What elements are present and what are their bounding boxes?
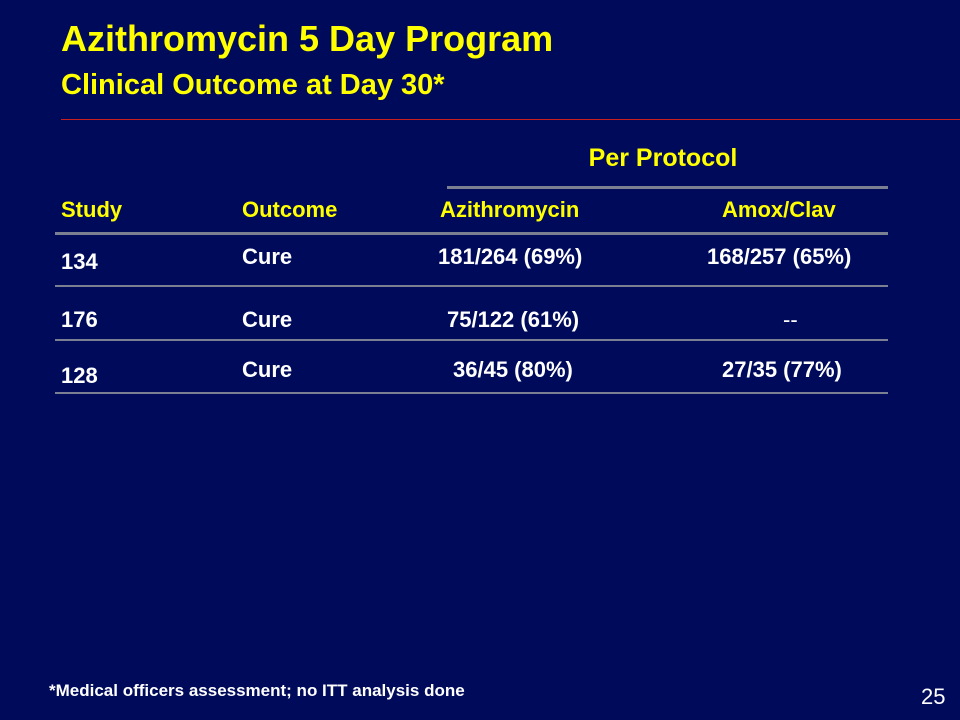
azithromycin-cell: 75/122 (61%) — [447, 307, 580, 332]
outcome-cell: Cure — [242, 307, 293, 332]
title-divider — [61, 119, 960, 120]
column-header-azithromycin: Azithromycin — [440, 197, 580, 222]
study-cell: 128 — [61, 363, 98, 388]
row-divider — [55, 392, 888, 394]
study-cell: 134 — [61, 249, 98, 274]
amox-clav-cell: -- — [783, 307, 798, 332]
azithromycin-cell: 36/45 (80%) — [453, 357, 573, 382]
column-header-outcome: Outcome — [242, 197, 338, 222]
amox-clav-cell: 27/35 (77%) — [722, 357, 842, 382]
page-number: 25 — [921, 684, 946, 709]
outcome-cell: Cure — [242, 357, 293, 382]
outcome-cell: Cure — [242, 244, 293, 269]
group-header-per-protocol: Per Protocol — [588, 144, 738, 172]
column-header-amox-clav: Amox/Clav — [722, 197, 836, 222]
slide-title: Azithromycin 5 Day Program — [61, 18, 554, 59]
row-divider — [55, 285, 888, 287]
row-divider — [55, 339, 888, 341]
header-divider — [55, 232, 888, 235]
azithromycin-cell: 181/264 (69%) — [438, 244, 583, 269]
column-header-study: Study — [61, 197, 123, 222]
group-header-underline — [447, 186, 888, 189]
study-cell: 176 — [61, 307, 98, 332]
footnote: *Medical officers assessment; no ITT ana… — [49, 681, 465, 700]
slide-subtitle: Clinical Outcome at Day 30* — [61, 69, 445, 101]
amox-clav-cell: 168/257 (65%) — [707, 244, 852, 269]
